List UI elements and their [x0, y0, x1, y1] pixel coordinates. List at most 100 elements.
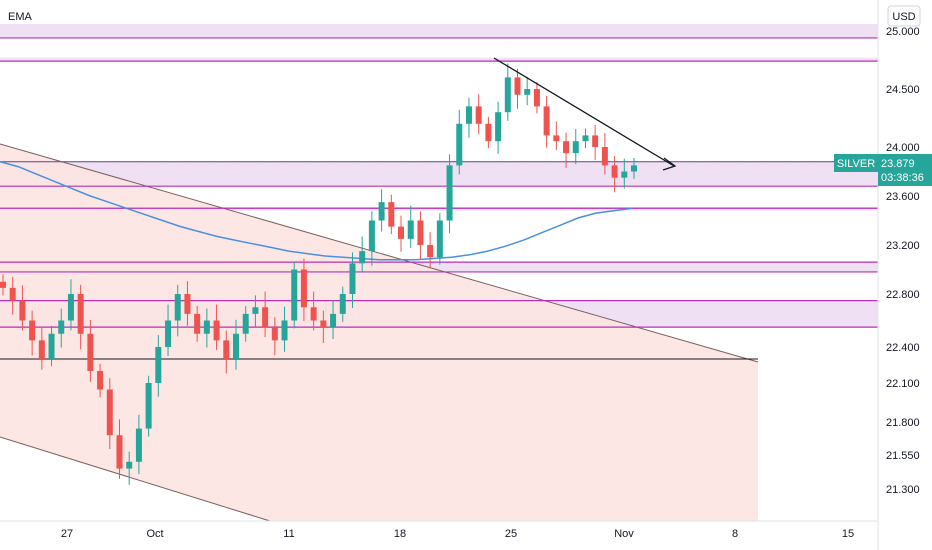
candle-19 — [184, 281, 191, 326]
candle-54 — [524, 76, 531, 106]
candle-11 — [106, 378, 113, 450]
x-tick-label-1: Oct — [146, 528, 163, 540]
candle-2 — [19, 285, 26, 331]
trend-arrow-icon — [662, 157, 677, 171]
candle-38 — [368, 211, 375, 266]
candle-63 — [611, 156, 618, 193]
candle-6 — [58, 308, 65, 348]
x-tick-label-3: 18 — [394, 528, 406, 540]
y-tick-label-8: 21.800 — [886, 417, 920, 429]
candle-53 — [514, 68, 521, 109]
candle-55 — [533, 82, 540, 114]
candle-33 — [320, 310, 327, 344]
candle-10 — [97, 363, 104, 398]
candles-layer — [0, 63, 637, 485]
currency-badge[interactable]: USD — [887, 5, 921, 27]
candle-51 — [495, 101, 502, 154]
x-tick-label-4: 25 — [505, 528, 517, 540]
y-tick-label-6: 22.400 — [886, 342, 920, 354]
candle-50 — [485, 116, 492, 149]
candle-58 — [563, 132, 570, 168]
zone-band-0 — [0, 24, 878, 38]
levels-layer — [0, 37, 878, 360]
last-price-label: 23.879 — [881, 158, 915, 170]
candle-17 — [165, 304, 172, 356]
candle-44 — [427, 232, 434, 269]
candle-61 — [592, 124, 599, 160]
candle-56 — [543, 95, 550, 148]
x-tick-label-5: Nov — [614, 528, 634, 540]
channel-lower-line — [0, 436, 271, 522]
countdown-label: 03:38:36 — [881, 172, 924, 184]
candle-15 — [145, 375, 152, 437]
x-tick-label-7: 15 — [842, 528, 854, 540]
candle-26 — [252, 295, 259, 328]
candle-25 — [242, 305, 249, 342]
candle-9 — [87, 319, 94, 382]
candle-30 — [291, 262, 298, 329]
candle-16 — [155, 335, 162, 397]
x-tick-label-0: 27 — [61, 528, 73, 540]
candle-39 — [378, 189, 385, 232]
candle-48 — [465, 97, 472, 138]
y-tick-label-2: 24.000 — [886, 142, 920, 154]
x-axis[interactable]: 27 Oct 11 18 25 Nov 8 15 — [61, 528, 854, 540]
candle-7 — [67, 279, 74, 331]
candle-28 — [271, 317, 278, 356]
indicator-label[interactable]: EMA — [8, 11, 33, 23]
channel-layer — [0, 143, 759, 522]
y-tick-label-0: 25.000 — [886, 26, 920, 38]
zone-band-2 — [0, 161, 878, 187]
candle-45 — [436, 213, 443, 265]
candle-24 — [232, 319, 239, 370]
candle-1 — [9, 276, 16, 315]
candle-0 — [0, 274, 6, 296]
y-tick-label-5: 22.800 — [886, 289, 920, 301]
y-axis[interactable]: 25.000 24.500 24.000 23.600 23.200 22.800 22.4… — [886, 26, 920, 496]
candle-60 — [582, 128, 589, 149]
x-tick-label-2: 11 — [283, 528, 294, 540]
candle-23 — [223, 330, 230, 374]
candle-46 — [446, 154, 453, 234]
zone-band-3 — [0, 207, 878, 211]
candle-18 — [174, 284, 181, 337]
channel-upper-line — [0, 143, 759, 363]
candle-57 — [553, 121, 560, 151]
candle-13 — [126, 451, 133, 485]
symbol-label: SILVER — [837, 158, 875, 170]
trend-line — [493, 57, 675, 167]
ema-line — [0, 160, 633, 261]
candle-36 — [349, 252, 356, 308]
candle-52 — [504, 63, 511, 121]
candle-37 — [359, 236, 366, 273]
candle-20 — [194, 305, 201, 342]
y-tick-label-3: 23.600 — [886, 191, 920, 203]
candle-29 — [281, 306, 288, 352]
y-tick-label-4: 23.200 — [886, 240, 920, 252]
candle-59 — [572, 129, 579, 165]
candle-5 — [48, 325, 55, 367]
zone-band-1 — [0, 57, 878, 62]
candle-14 — [135, 414, 142, 475]
candle-35 — [339, 286, 346, 322]
candle-42 — [407, 205, 414, 249]
candle-12 — [116, 419, 123, 479]
y-tick-label-1: 24.500 — [886, 84, 920, 96]
candle-27 — [262, 291, 269, 338]
zone-band-4 — [0, 262, 878, 272]
y-tick-label-10: 21.300 — [886, 484, 920, 496]
price-tag: SILVER 23.879 03:38:36 — [834, 154, 932, 186]
candle-41 — [398, 215, 405, 252]
ema-layer — [0, 160, 633, 261]
candle-4 — [38, 326, 45, 370]
candle-49 — [475, 94, 482, 135]
channel-fill — [0, 144, 758, 521]
candle-3 — [29, 310, 36, 356]
candle-40 — [388, 194, 395, 234]
candle-22 — [213, 304, 220, 350]
candle-62 — [601, 133, 608, 175]
currency-label: USD — [892, 11, 915, 23]
candle-34 — [330, 299, 337, 340]
candle-47 — [456, 109, 463, 175]
